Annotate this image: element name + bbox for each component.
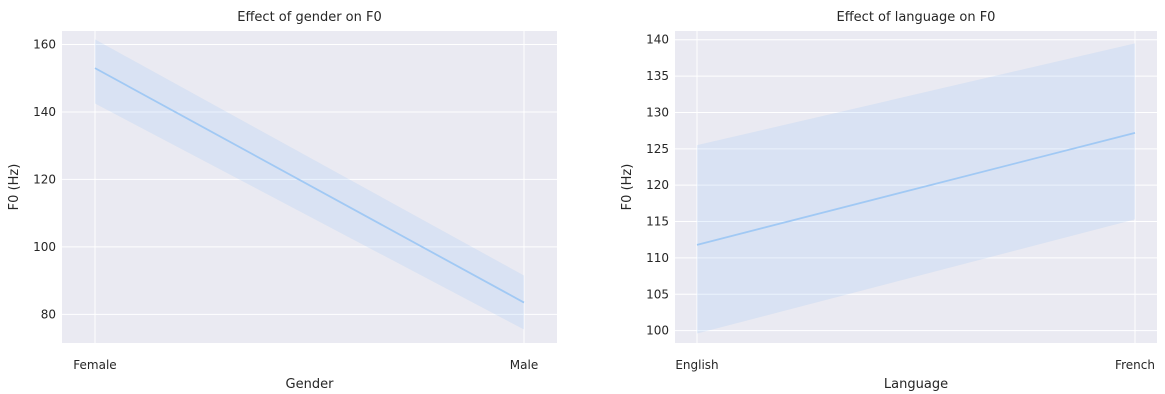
chart-title: Effect of gender on F0 — [237, 10, 382, 25]
x-axis-label: Language — [884, 377, 948, 392]
language-chart: 100 105 110 115 120 125 130 135 140 English Frenc… — [620, 10, 1157, 392]
y-tick-label: 80 — [41, 307, 56, 321]
x-tick-label: Female — [73, 358, 116, 372]
y-tick-label: 110 — [646, 251, 669, 265]
x-tick-labels: Female Male — [73, 358, 538, 372]
y-tick-label: 160 — [33, 37, 56, 51]
y-tick-label: 105 — [646, 287, 669, 301]
y-tick-label: 120 — [646, 178, 669, 192]
x-tick-label: Male — [510, 358, 538, 372]
y-tick-label: 130 — [646, 105, 669, 119]
plot-background — [675, 31, 1157, 343]
y-axis-label: F0 (Hz) — [7, 164, 22, 211]
y-tick-label: 120 — [33, 172, 56, 186]
y-tick-label: 100 — [646, 324, 669, 338]
plot-background — [62, 31, 557, 343]
series-line — [696, 131, 1136, 246]
y-tick-label: 115 — [646, 215, 669, 229]
x-tick-label: English — [675, 358, 718, 372]
y-tick-label: 135 — [646, 69, 669, 83]
y-tick-labels: 80 100 120 140 160 — [33, 37, 56, 321]
y-tick-label: 140 — [33, 105, 56, 119]
y-axis-label: F0 (Hz) — [620, 164, 635, 211]
series-line — [94, 67, 525, 304]
x-tick-label: French — [1115, 358, 1155, 372]
chart-title: Effect of language on F0 — [837, 10, 996, 25]
grid-lines — [62, 31, 557, 343]
y-tick-label: 125 — [646, 142, 669, 156]
gender-chart: 80 100 120 140 160 Female Male Effect of gend… — [7, 10, 557, 392]
x-tick-labels: English French — [675, 358, 1155, 372]
y-tick-label: 100 — [33, 240, 56, 254]
grid-lines — [675, 31, 1157, 343]
y-tick-label: 140 — [646, 33, 669, 47]
y-tick-labels: 100 105 110 115 120 125 130 135 140 — [646, 33, 669, 338]
x-axis-label: Gender — [286, 377, 335, 392]
